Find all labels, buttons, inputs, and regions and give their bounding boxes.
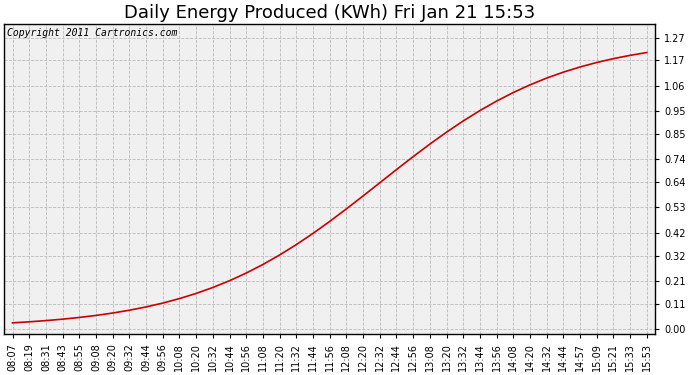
Title: Daily Energy Produced (KWh) Fri Jan 21 15:53: Daily Energy Produced (KWh) Fri Jan 21 1… bbox=[124, 4, 535, 22]
Text: Copyright 2011 Cartronics.com: Copyright 2011 Cartronics.com bbox=[8, 28, 178, 38]
